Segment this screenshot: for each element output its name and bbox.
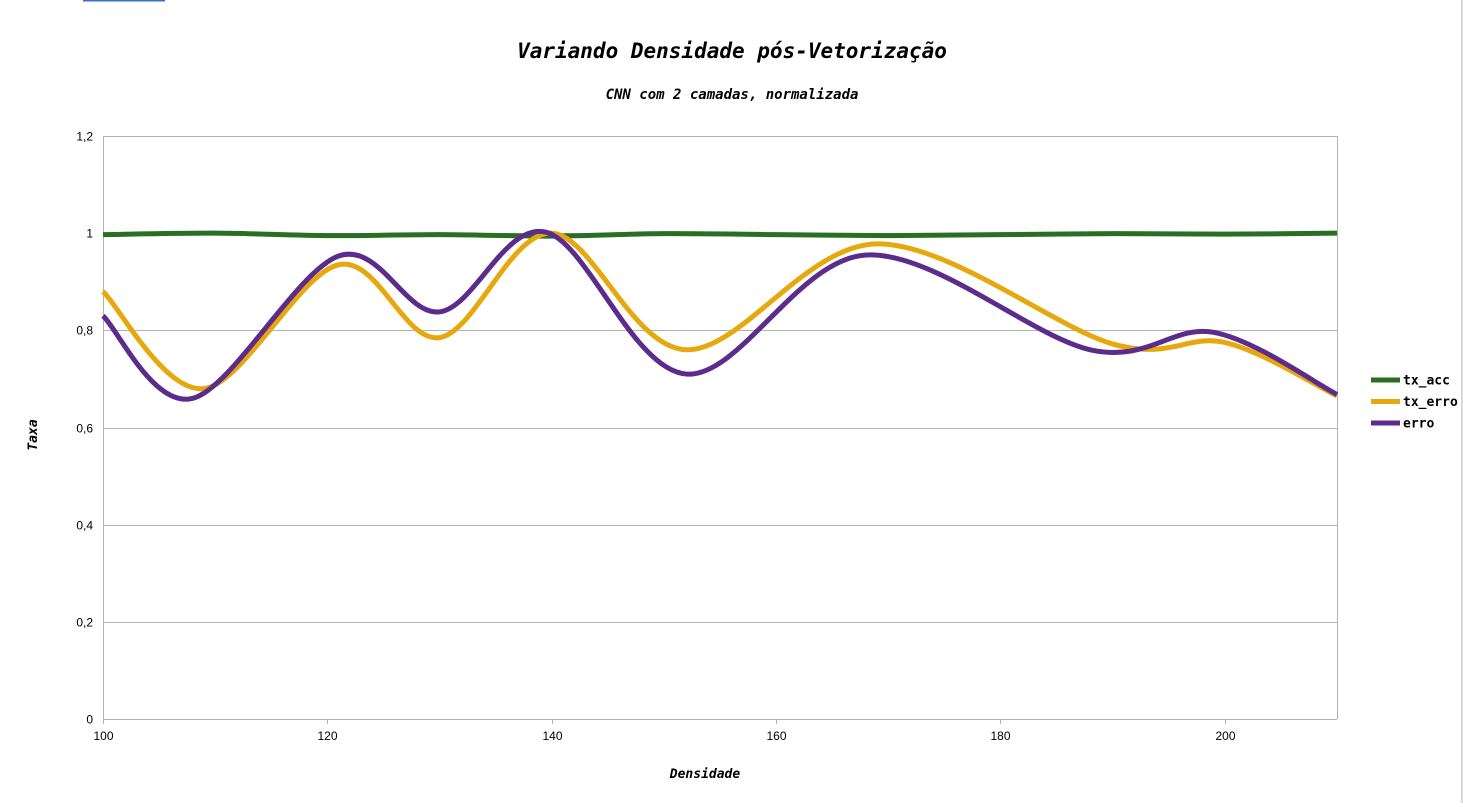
y-tick-label: 0,8 xyxy=(76,324,93,338)
series-line-tx-erro xyxy=(101,230,1339,399)
legend-label: tx_acc xyxy=(1403,374,1450,389)
y-axis-title: Taxa xyxy=(26,419,41,450)
grid-lines xyxy=(103,136,1337,720)
x-tick-label: 180 xyxy=(990,729,1010,743)
x-tick-label: 100 xyxy=(93,729,113,743)
x-axis-title: Densidade xyxy=(669,767,741,782)
x-tick-label: 140 xyxy=(542,729,562,743)
x-tick-label: 120 xyxy=(317,729,337,743)
legend-label: erro xyxy=(1403,417,1434,432)
tick-labels: 0 0,2 0,4 0,6 0,8 1 1,2 100 120 140 160 180 200 xyxy=(76,130,1236,744)
series-line-tx-acc xyxy=(102,230,1338,239)
axes xyxy=(103,136,1338,724)
x-tick-label: 160 xyxy=(766,729,786,743)
series-line-erro xyxy=(101,228,1339,402)
chart-subtitle: CNN com 2 camadas, normalizada xyxy=(606,87,859,103)
y-tick-label: 1,2 xyxy=(76,130,93,144)
series-lines xyxy=(101,228,1339,402)
y-tick-label: 0,6 xyxy=(76,422,93,436)
x-tick-label: 200 xyxy=(1215,729,1235,743)
y-tick-label: 0,2 xyxy=(76,616,93,630)
y-tick-label: 0,4 xyxy=(76,519,93,533)
y-tick-label: 0 xyxy=(86,713,93,727)
legend-label: tx_erro xyxy=(1403,395,1458,410)
chart-title: Variando Densidade pós-Vetorização xyxy=(517,39,947,63)
y-tick-label: 1 xyxy=(86,227,93,241)
